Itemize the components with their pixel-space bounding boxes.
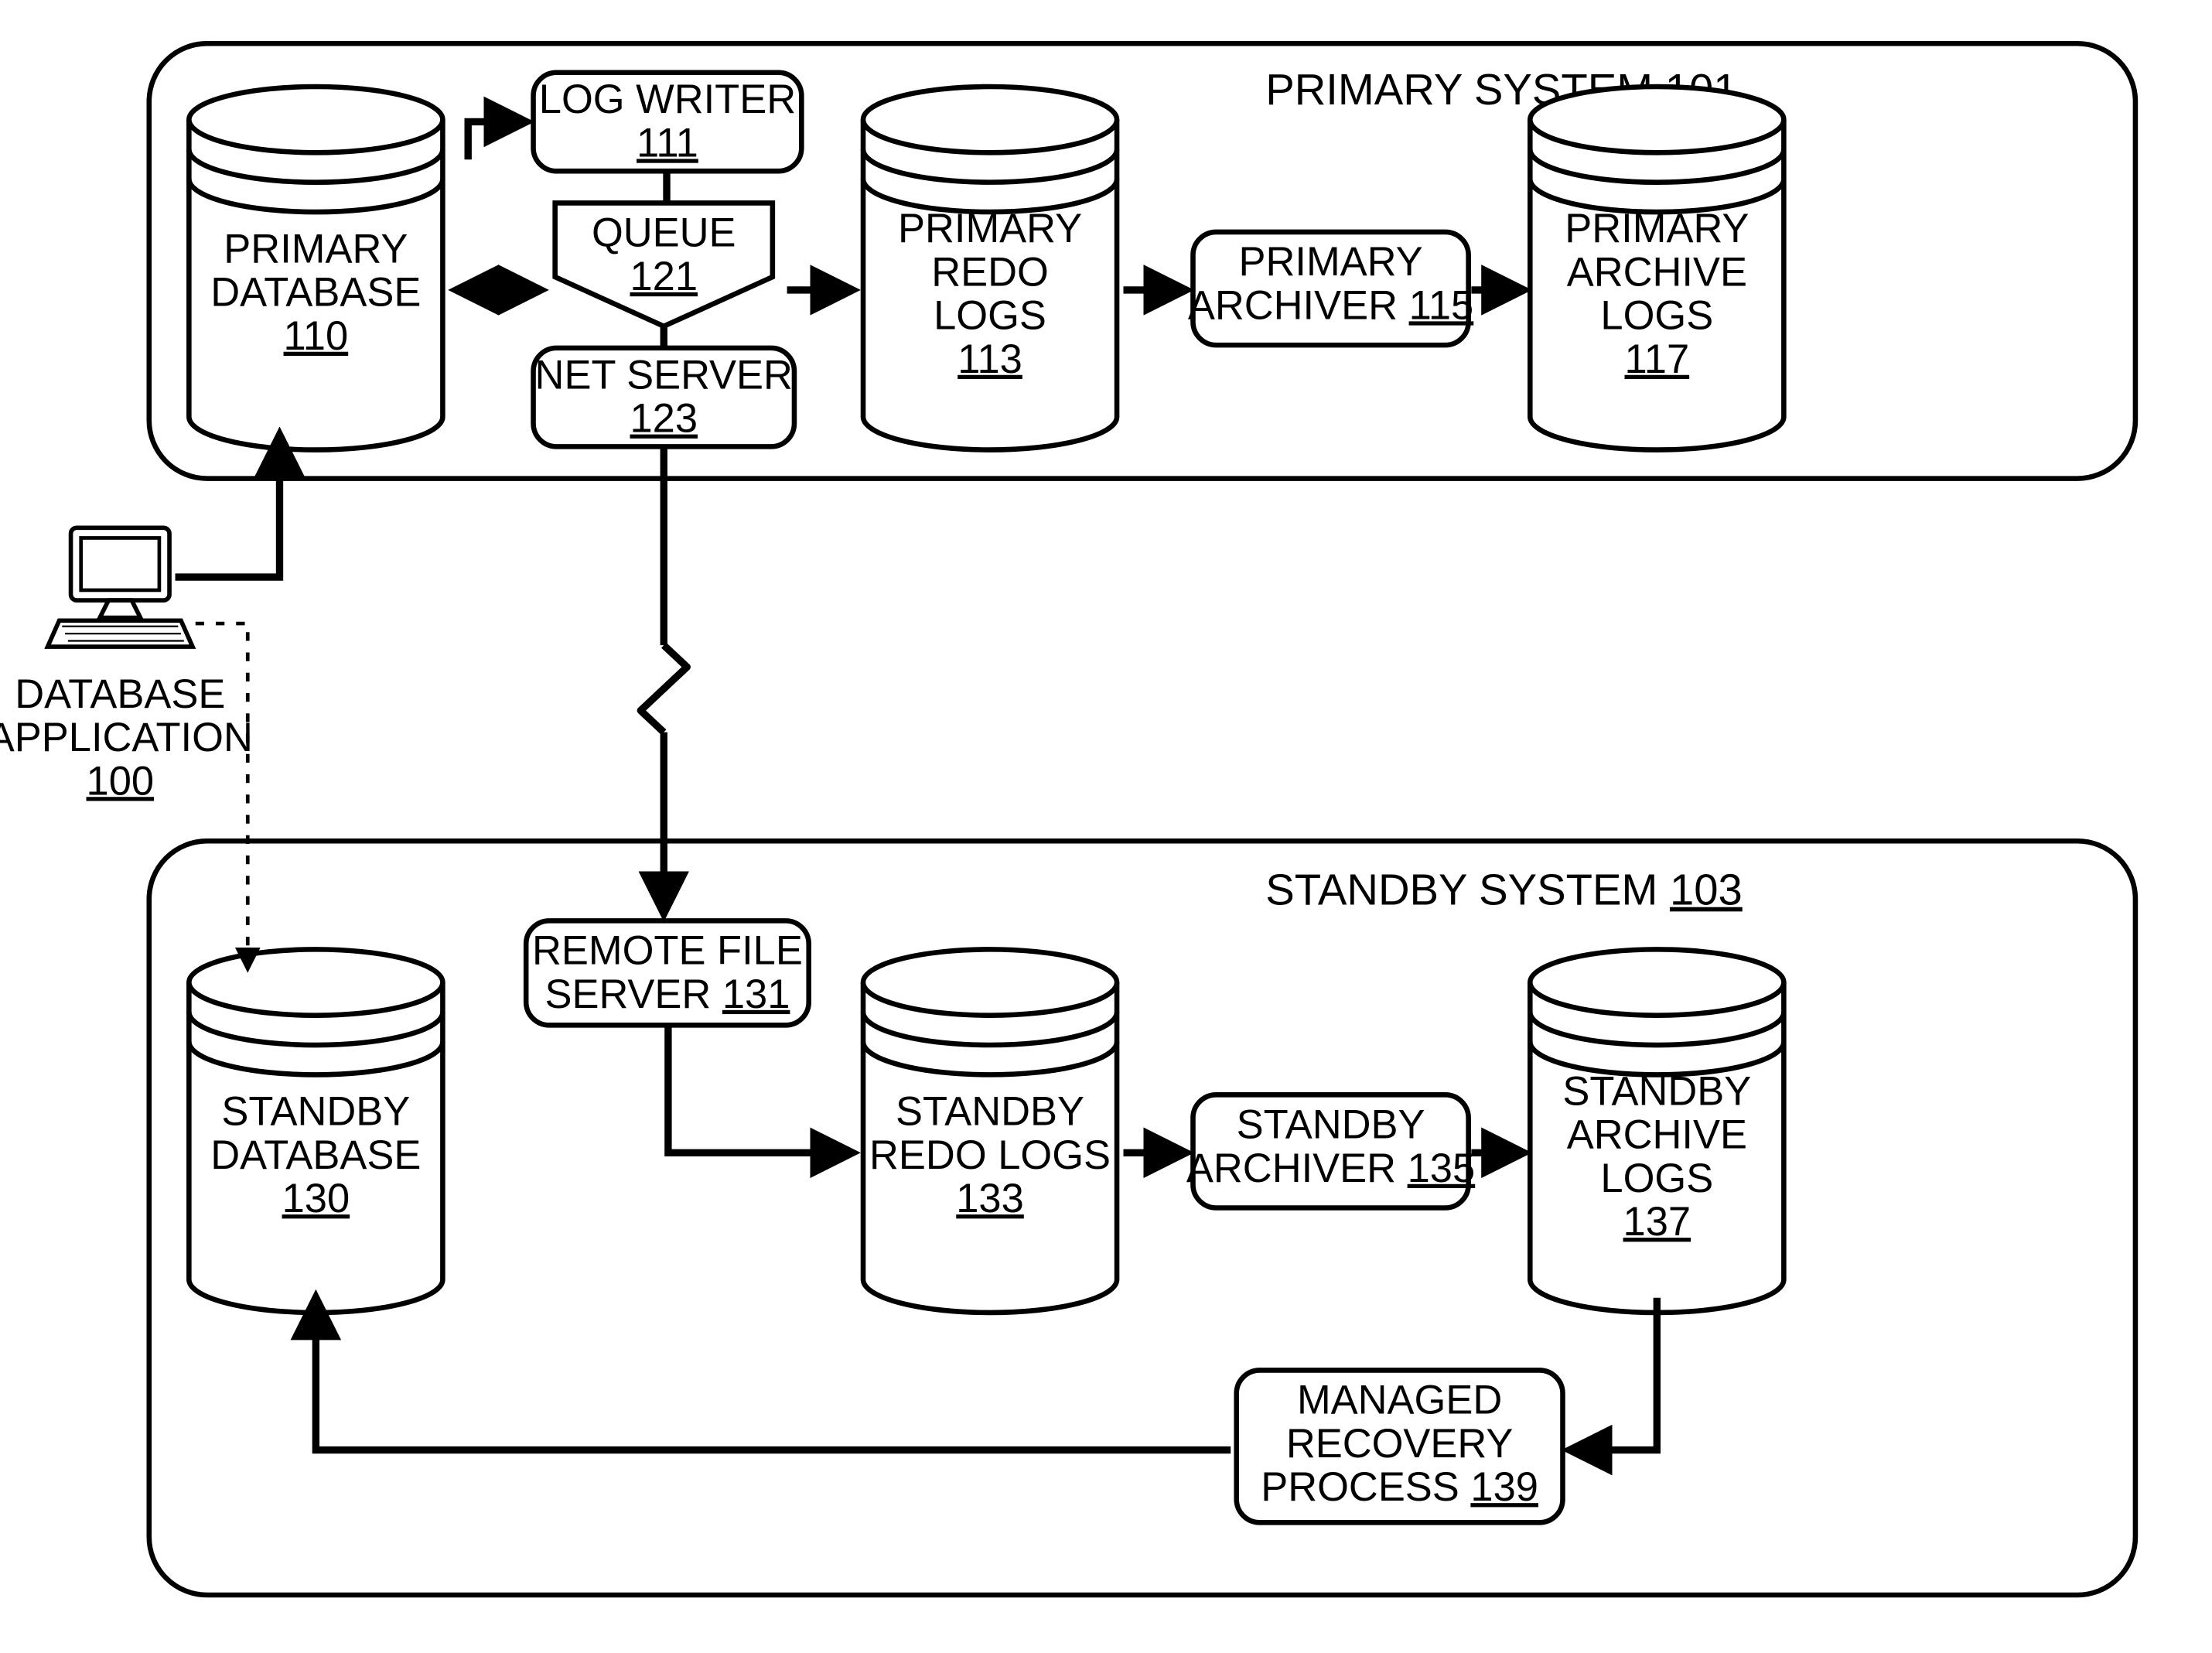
svg-text:STANDBY: STANDBY (896, 1089, 1084, 1135)
svg-text:REDO LOGS: REDO LOGS (869, 1132, 1111, 1178)
svg-text:PRIMARY: PRIMARY (1239, 239, 1423, 285)
svg-text:ARCHIVER 135: ARCHIVER 135 (1186, 1146, 1475, 1191)
svg-text:DATABASE: DATABASE (210, 1132, 421, 1178)
svg-text:110: 110 (284, 313, 349, 359)
svg-text:APPLICATION: APPLICATION (0, 715, 253, 760)
svg-text:ARCHIVE: ARCHIVE (1567, 1112, 1747, 1158)
svg-text:133: 133 (956, 1176, 1024, 1221)
standby-system-title: STANDBY SYSTEM 103 (1265, 866, 1743, 914)
svg-text:137: 137 (1623, 1199, 1691, 1245)
svg-text:ARCHIVE: ARCHIVE (1567, 249, 1747, 295)
svg-text:PRIMARY: PRIMARY (224, 226, 408, 272)
svg-text:LOG WRITER: LOG WRITER (539, 77, 796, 122)
svg-text:DATABASE: DATABASE (210, 270, 421, 316)
computer-icon (48, 528, 193, 647)
svg-text:LOGS: LOGS (1600, 293, 1713, 339)
svg-text:MANAGED: MANAGED (1297, 1378, 1502, 1423)
svg-text:121: 121 (630, 254, 698, 299)
svg-text:RECOVERY: RECOVERY (1286, 1421, 1514, 1467)
svg-text:113: 113 (958, 336, 1022, 382)
svg-text:ARCHIVER 115: ARCHIVER 115 (1188, 282, 1473, 328)
svg-text:100: 100 (87, 758, 155, 804)
svg-text:QUEUE: QUEUE (592, 210, 736, 256)
svg-text:LOGS: LOGS (1600, 1156, 1713, 1201)
svg-text:111: 111 (637, 120, 698, 166)
svg-text:130: 130 (282, 1176, 350, 1221)
svg-text:117: 117 (1625, 336, 1690, 382)
svg-text:REMOTE FILE: REMOTE FILE (532, 928, 803, 974)
svg-text:STANDBY: STANDBY (1237, 1102, 1425, 1148)
svg-text:DATABASE: DATABASE (15, 671, 225, 717)
svg-text:LOGS: LOGS (934, 293, 1046, 339)
svg-text:STANDBY: STANDBY (1562, 1068, 1751, 1114)
svg-text:REDO: REDO (931, 249, 1049, 295)
svg-text:STANDBY: STANDBY (221, 1089, 410, 1135)
svg-text:PRIMARY: PRIMARY (898, 206, 1082, 251)
svg-text:PROCESS 139: PROCESS 139 (1261, 1464, 1538, 1510)
svg-text:SERVER 131: SERVER 131 (544, 972, 790, 1017)
svg-text:123: 123 (630, 396, 698, 442)
svg-text:NET SERVER: NET SERVER (535, 352, 793, 398)
svg-text:PRIMARY: PRIMARY (1565, 206, 1749, 251)
